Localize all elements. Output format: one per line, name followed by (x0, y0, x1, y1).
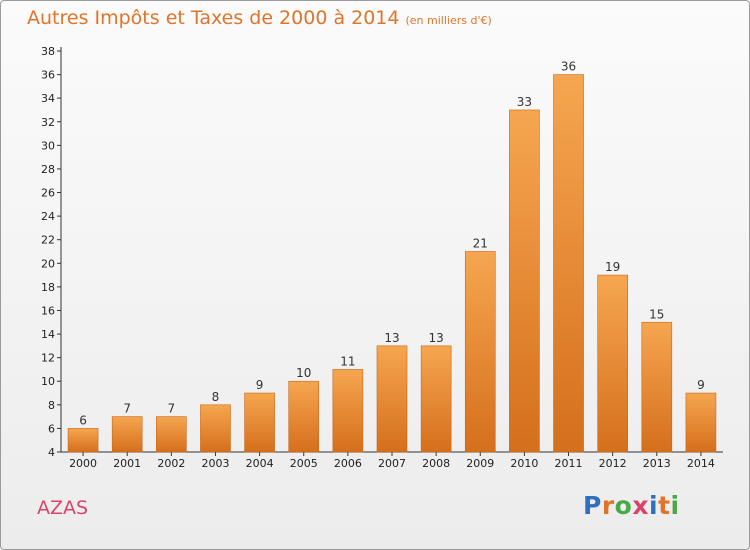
bar-2012 (597, 274, 628, 453)
x-tick-label: 2011 (555, 457, 583, 470)
y-tick-label: 32 (41, 116, 55, 129)
y-tick-label: 12 (41, 352, 55, 365)
data-label-2000: 6 (79, 413, 87, 427)
y-tick-label: 34 (41, 92, 55, 105)
proxiti-logo: Proxiti (583, 491, 680, 520)
x-tick-label: 2004 (246, 457, 274, 470)
y-tick-label: 36 (41, 69, 55, 82)
bars (67, 74, 717, 453)
x-tick-label: 2005 (290, 457, 318, 470)
bar-2013 (641, 321, 673, 453)
y-tick-label: 28 (41, 163, 55, 176)
data-label-2008: 13 (428, 331, 443, 345)
y-tick-label: 24 (41, 210, 55, 223)
data-label-2010: 33 (517, 95, 532, 109)
logo-letter: t (658, 491, 671, 520)
x-tick-label: 2014 (687, 457, 715, 470)
x-tick-label: 2008 (422, 457, 450, 470)
x-tick-label: 2001 (113, 457, 141, 470)
bar-2014 (685, 392, 717, 453)
y-tick-label: 6 (48, 422, 55, 435)
y-tick-label: 38 (41, 45, 55, 58)
y-tick-label: 10 (41, 375, 55, 388)
data-label-2014: 9 (697, 378, 705, 392)
x-axis: 2000 2001 2002 2003 2004 2005 2006 2007 2008 2009… (61, 451, 723, 470)
y-axis: 4 6 8 10 12 14 16 18 20 22 24 26 28 30 32 34 36 38 (41, 45, 62, 459)
y-tick-label: 8 (48, 399, 55, 412)
x-tick-label: 2012 (599, 457, 627, 470)
bar-2011 (553, 74, 584, 453)
data-label-2001: 7 (123, 402, 131, 416)
y-tick-label: 4 (48, 446, 55, 459)
x-tick-label: 2010 (510, 457, 538, 470)
logo-letter: P (583, 491, 602, 520)
x-tick-label: 2007 (378, 457, 406, 470)
y-tick-label: 20 (41, 257, 55, 270)
bar-2010 (509, 109, 540, 453)
x-tick-label: 2013 (643, 457, 671, 470)
data-label-2003: 8 (212, 390, 220, 404)
data-labels: 6 7 7 8 9 10 11 13 13 21 33 36 19 15 9 (79, 60, 705, 428)
bar-2007 (376, 345, 408, 453)
y-tick-label: 26 (41, 187, 55, 200)
bar-2006 (332, 369, 364, 453)
chart-title-unit: (en milliers d'€) (405, 14, 492, 27)
data-label-2007: 13 (384, 331, 399, 345)
data-label-2005: 10 (296, 366, 311, 380)
logo-letter: i (649, 491, 659, 520)
logo-letter: r (601, 491, 615, 520)
data-label-2013: 15 (649, 307, 664, 321)
chart-title: Autres Impôts et Taxes de 2000 à 2014 (en… (27, 7, 492, 29)
commune-name: AZAS (37, 497, 89, 519)
bar-2003 (200, 404, 231, 453)
y-tick-label: 16 (41, 304, 55, 317)
bar-2004 (244, 392, 275, 453)
data-label-2006: 11 (340, 354, 355, 368)
bar-2005 (288, 380, 320, 453)
bar-2008 (420, 345, 452, 453)
bar-2000 (67, 428, 99, 453)
data-label-2004: 9 (256, 378, 264, 392)
x-tick-label: 2006 (334, 457, 362, 470)
y-tick-label: 30 (41, 139, 55, 152)
y-tick-label: 14 (41, 328, 55, 341)
bar-2002 (156, 416, 187, 453)
data-label-2012: 19 (605, 260, 620, 274)
data-label-2009: 21 (473, 237, 488, 251)
bar-2001 (111, 416, 143, 453)
data-label-2011: 36 (561, 60, 576, 74)
chart-title-main: Autres Impôts et Taxes de 2000 à 2014 (27, 7, 400, 29)
data-label-2002: 7 (168, 402, 176, 416)
x-tick-label: 2000 (69, 457, 97, 470)
logo-letter: o (614, 491, 633, 520)
x-tick-label: 2002 (157, 457, 185, 470)
x-tick-label: 2009 (466, 457, 494, 470)
y-tick-label: 18 (41, 281, 55, 294)
logo-letter: i (670, 491, 680, 520)
bar-2009 (464, 251, 496, 453)
y-tick-label: 22 (41, 234, 55, 247)
x-tick-label: 2003 (201, 457, 229, 470)
logo-letter: x (632, 491, 649, 520)
